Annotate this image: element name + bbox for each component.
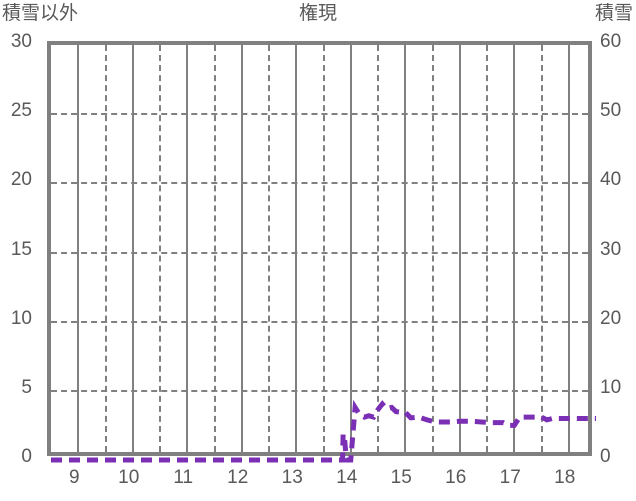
- gridline-x-minor: [268, 45, 270, 452]
- gridline-x-18: [567, 45, 570, 452]
- gridline-x-9: [77, 45, 80, 452]
- gridline-x-minor: [322, 45, 325, 452]
- y-tick-label-5: 5: [21, 376, 32, 398]
- y-tick-label-0: 0: [21, 446, 32, 467]
- y-tick-label-30: 30: [10, 31, 32, 52]
- y-tick-label-10: 10: [10, 307, 32, 329]
- y2-tick-label-10: 10: [600, 376, 622, 398]
- gridline-x-16: [458, 45, 461, 452]
- gridline-x-15: [404, 45, 407, 452]
- gridline-x-minor: [213, 45, 216, 452]
- y-tick-label-15: 15: [10, 238, 32, 260]
- x-tick-label-15: 15: [390, 467, 412, 488]
- gridline-x-minor: [377, 45, 379, 452]
- grid-layer: [51, 45, 588, 452]
- y2-tick-label-50: 50: [600, 100, 622, 122]
- x-tick-label-11: 11: [173, 467, 194, 488]
- x-tick-label-14: 14: [336, 467, 358, 488]
- y2-tick-label-40: 40: [600, 169, 622, 191]
- x-tick-label-18: 18: [554, 467, 576, 488]
- gridline-y-25: [51, 113, 588, 116]
- series-line-snow: [51, 399, 596, 463]
- y2-tick-label-20: 20: [600, 307, 622, 329]
- gridline-x-13: [295, 45, 298, 452]
- y2-tick-label-30: 30: [600, 238, 622, 260]
- gridline-x-minor: [431, 45, 434, 452]
- gridline-x-minor: [159, 45, 161, 452]
- gridline-x-14: [349, 45, 352, 452]
- plot-area: [47, 41, 596, 463]
- gridline-x-11: [186, 45, 189, 452]
- y2-tick-label-0: 0: [600, 446, 611, 467]
- chart-title: 権現: [298, 3, 337, 24]
- gridline-x-10: [131, 45, 134, 452]
- x-tick-label-16: 16: [445, 467, 467, 488]
- gridline-x-12: [240, 45, 243, 452]
- gridline-y-10: [51, 320, 588, 323]
- gridline-x-minor: [540, 45, 543, 452]
- gridline-y-20: [51, 182, 588, 185]
- right-axis-title: 積雪: [594, 3, 633, 24]
- x-tick-label-10: 10: [118, 467, 140, 488]
- y2-tick-label-60: 60: [600, 31, 622, 52]
- gridline-y-5: [51, 389, 588, 392]
- x-tick-label-9: 9: [68, 467, 80, 488]
- data-series-layer: [51, 399, 596, 463]
- left-axis-title: 積雪以外: [2, 3, 79, 24]
- x-tick-label-17: 17: [499, 467, 521, 488]
- y-tick-label-20: 20: [10, 169, 32, 191]
- gridline-y-15: [51, 251, 588, 254]
- gridline-x-minor: [104, 45, 107, 452]
- gridline-x-minor: [486, 45, 488, 452]
- x-tick-label-12: 12: [227, 467, 249, 488]
- gridline-x-17: [513, 45, 516, 452]
- x-tick-label-13: 13: [281, 467, 303, 488]
- y-tick-label-25: 25: [10, 100, 32, 122]
